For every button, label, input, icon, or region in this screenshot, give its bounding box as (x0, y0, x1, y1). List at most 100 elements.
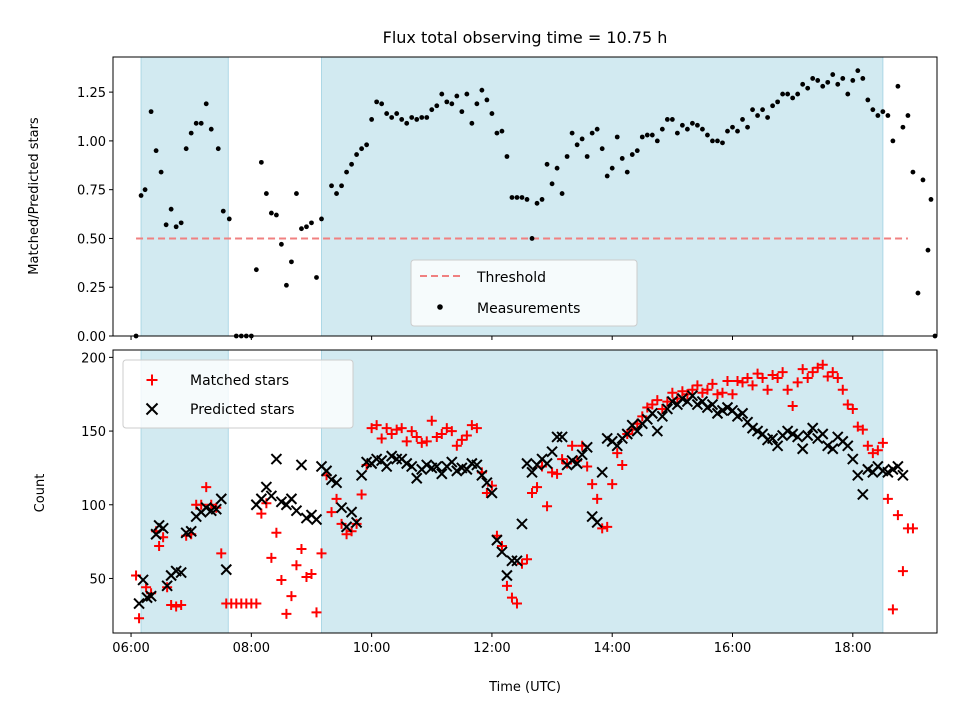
predicted-star-point (265, 490, 278, 502)
measurement-point (404, 120, 410, 126)
measurement-point (725, 128, 730, 134)
measurement-point (389, 115, 395, 120)
measurement-point (835, 81, 841, 87)
predicted-star-point (446, 456, 458, 468)
legend-threshold-label: Threshold (476, 270, 546, 286)
measurement-point (705, 132, 710, 138)
top-legend-box (410, 259, 638, 327)
matched-star-point (647, 399, 658, 410)
matched-star-point (351, 518, 362, 529)
predicted-star-point (892, 460, 904, 473)
measurement-point (248, 333, 254, 339)
matched-star-point (481, 487, 492, 498)
matched-star-point (667, 387, 678, 398)
predicted-star-point (310, 513, 323, 526)
matched-star-point (552, 468, 563, 479)
measurement-point (414, 117, 420, 122)
matched-star-point (456, 434, 467, 445)
measurement-point (344, 169, 349, 175)
matched-star-point (852, 421, 863, 432)
matched-star-point (887, 604, 898, 615)
measurement-point (885, 113, 891, 118)
matched-star-point (702, 384, 713, 395)
measurement-point (424, 115, 430, 120)
measurement-point (469, 120, 475, 126)
axes-frames (112, 56, 938, 634)
measurement-point (208, 126, 214, 132)
measurement-point (700, 126, 705, 132)
measurement-point (740, 117, 745, 122)
predicted-star-point (320, 465, 333, 477)
predicted-star-point (827, 443, 839, 455)
measurement-point (634, 148, 640, 154)
bottom-legend-box (122, 359, 354, 429)
measurement-point (715, 138, 720, 144)
measurement-point (795, 91, 801, 97)
measurement-point (932, 333, 938, 339)
measurement-point (710, 138, 715, 144)
matched-star-point (201, 482, 212, 493)
measurement-point (243, 333, 249, 339)
matched-star-point (166, 599, 177, 610)
plot-frame (112, 349, 938, 634)
measurement-point (339, 183, 344, 189)
matched-star-point (812, 362, 823, 373)
matched-star-point (842, 399, 853, 410)
measurement-point (158, 169, 164, 175)
predicted-star-point (656, 410, 669, 423)
measurement-point (215, 146, 221, 152)
matched-star-point (451, 440, 462, 451)
predicted-star-point (431, 460, 443, 473)
predicted-star-point (516, 518, 528, 530)
matched-star-point (522, 554, 533, 565)
measurement-point (815, 78, 821, 83)
measurement-point (494, 130, 500, 136)
measurement-point (890, 138, 896, 144)
matched-star-point (767, 370, 778, 381)
shaded-interval (140, 56, 229, 337)
predicted-star-point (511, 555, 523, 567)
matched-star-point (822, 371, 833, 382)
measurement-point (304, 224, 309, 230)
measurement-point (268, 210, 274, 216)
predicted-star-point (857, 488, 869, 501)
predicted-star-point (330, 476, 343, 489)
matched-star-point (176, 599, 187, 610)
matched-star-point (872, 445, 883, 456)
matched-star-point (612, 448, 623, 459)
matched-star-point (396, 423, 407, 434)
matched-star-point (271, 527, 282, 538)
matched-star-point (737, 377, 748, 388)
x-tick-label: 14:00 (593, 641, 630, 656)
predicted-star-point (390, 453, 403, 465)
y-tick-label: 100 (81, 499, 106, 514)
measurement-point (258, 159, 264, 165)
predicted-star-point (481, 476, 493, 489)
matched-star-point (662, 396, 673, 407)
matched-star-point (847, 403, 858, 414)
measurement-point (775, 99, 781, 105)
predicted-star-point (471, 459, 483, 471)
y-tick-label: 0.00 (77, 330, 106, 345)
predicted-star-point (436, 468, 448, 480)
measurement-point (928, 197, 934, 202)
measurement-point (294, 191, 299, 196)
predicted-star-point (145, 590, 157, 602)
measurement-point (529, 236, 535, 241)
predicted-star-point (571, 457, 583, 470)
measurement-point (559, 191, 565, 196)
predicted-star-point (137, 574, 149, 586)
x-tick-label: 16:00 (714, 641, 751, 656)
matched-star-point (592, 493, 603, 504)
matched-star-point (496, 541, 507, 552)
matched-star-point (792, 377, 803, 388)
measurement-point (735, 128, 740, 134)
matched-star-point (717, 387, 728, 398)
measurement-point (203, 101, 209, 107)
bottom-panel-xlabel: Time (UTC) (488, 680, 561, 695)
predicted-star-point (335, 502, 348, 514)
predicted-star-point (581, 441, 593, 453)
measurement-point (554, 165, 560, 171)
measurement-point (329, 183, 334, 189)
predicted-star-point (551, 431, 563, 443)
